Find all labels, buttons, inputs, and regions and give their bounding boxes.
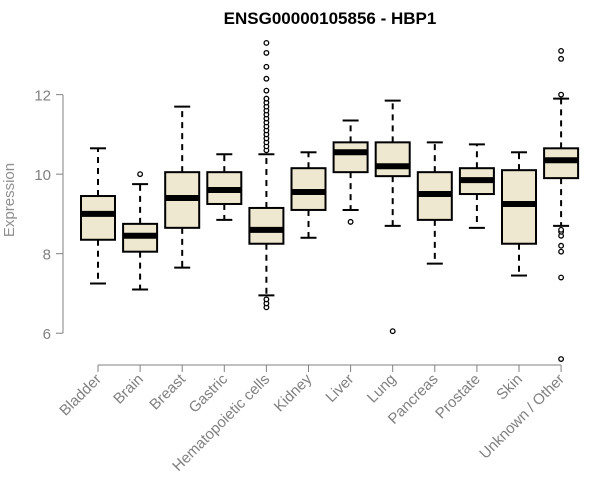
box-liver bbox=[332, 141, 369, 174]
outlier-liver-0 bbox=[347, 218, 354, 225]
y-tick-label-10: 10 bbox=[34, 167, 51, 184]
x-tick-label-0: Bladder bbox=[56, 371, 105, 420]
outlier-unknown-other-6 bbox=[558, 226, 565, 233]
outlier-hematopoietic-cells-21 bbox=[263, 40, 270, 46]
outlier-unknown-other-9 bbox=[558, 47, 565, 54]
outlier-unknown-other-2 bbox=[558, 248, 565, 255]
x-tick-label-9: Prostate bbox=[432, 371, 484, 423]
outlier-brain-0 bbox=[137, 171, 144, 178]
outlier-hematopoietic-cells-16 bbox=[263, 95, 270, 102]
x-tick-label-2: Breast bbox=[146, 370, 189, 413]
box-hematopoietic-cells bbox=[248, 206, 285, 245]
outlier-unknown-other-8 bbox=[558, 55, 565, 62]
outlier-unknown-other-7 bbox=[558, 91, 565, 98]
outlier-unknown-other-0 bbox=[558, 356, 565, 362]
outlier-unknown-other-3 bbox=[558, 242, 565, 249]
box-lung bbox=[374, 141, 411, 178]
outlier-hematopoietic-cells-19 bbox=[263, 63, 270, 70]
outlier-hematopoietic-cells-17 bbox=[263, 87, 270, 94]
outlier-hematopoietic-cells-2 bbox=[263, 296, 270, 303]
y-tick-label-12: 12 bbox=[34, 88, 51, 105]
box-bladder bbox=[80, 195, 116, 241]
chart-title: ENSG00000105856 - HBP1 bbox=[224, 9, 437, 28]
x-tick-label-5: Kidney bbox=[271, 370, 316, 415]
y-axis-label: Expression bbox=[1, 163, 18, 237]
x-tick-label-10: Skin bbox=[493, 371, 526, 404]
outlier-unknown-other-1 bbox=[558, 274, 565, 281]
x-tick-label-6: Liver bbox=[322, 371, 357, 406]
y-tick-label-8: 8 bbox=[43, 247, 51, 264]
x-tick-label-7: Lung bbox=[364, 371, 400, 407]
outlier-hematopoietic-cells-18 bbox=[263, 75, 270, 82]
outlier-hematopoietic-cells-20 bbox=[263, 49, 270, 56]
x-tick-label-1: Brain bbox=[110, 371, 147, 408]
y-tick-label-6: 6 bbox=[43, 326, 51, 343]
outlier-lung-0 bbox=[389, 328, 396, 335]
